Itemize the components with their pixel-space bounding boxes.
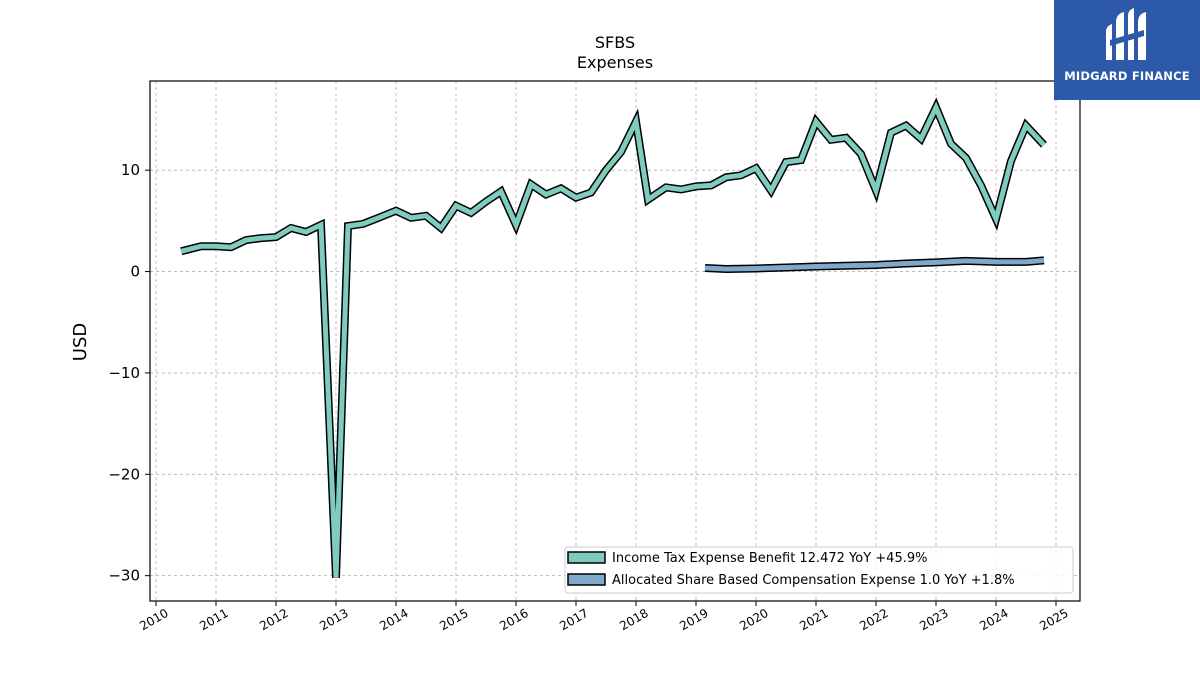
y-tick-label: −30 <box>108 567 140 585</box>
legend-swatch-share-comp <box>567 573 606 586</box>
y-tick-label: 10 <box>121 161 140 179</box>
chart-title: SFBS <box>595 33 635 52</box>
series-outline-0 <box>180 97 1047 578</box>
brand-name: MIDGARD FINANCE <box>1064 69 1190 83</box>
x-tick-label: 2025 <box>1037 606 1070 633</box>
x-tick-label: 2020 <box>737 606 770 633</box>
x-tick-label: 2013 <box>317 606 350 633</box>
x-ticks: 2010 2011 2012 2013 2014 2015 2016 2017 2018 2019… <box>137 601 1071 633</box>
legend-box <box>564 546 1074 594</box>
series-line-1 <box>704 257 1045 272</box>
y-tick-label: −20 <box>108 465 140 483</box>
series-group <box>180 97 1047 578</box>
x-tick-label: 2011 <box>197 606 230 633</box>
y-tick-label: −10 <box>108 364 140 382</box>
legend: Income Tax Expense Benefit 12.472 YoY +4… <box>564 546 1074 594</box>
plot-frame <box>149 80 1081 602</box>
series-line-0 <box>180 101 1046 578</box>
x-tick-label: 2023 <box>917 606 950 633</box>
x-tick-label: 2017 <box>557 606 590 633</box>
x-tick-label: 2014 <box>377 606 410 633</box>
brand-logo-icon <box>1106 8 1146 60</box>
x-tick-label: 2016 <box>497 606 530 633</box>
y-axis-label: USD <box>70 323 91 361</box>
x-tick-label: 2019 <box>677 606 710 633</box>
legend-label-income-tax: Income Tax Expense Benefit 12.472 YoY +4… <box>612 551 927 566</box>
x-tick-label: 2010 <box>137 606 170 633</box>
legend-label-share-comp: Allocated Share Based Compensation Expen… <box>612 573 1015 588</box>
y-ticks: −30 −20 −10 0 10 <box>108 161 150 585</box>
y-tick-label: 0 <box>130 263 140 281</box>
legend-swatch-income-tax <box>567 551 606 564</box>
x-tick-label: 2022 <box>857 606 890 633</box>
x-tick-label: 2015 <box>437 606 470 633</box>
brand-logo: MIDGARD FINANCE <box>1054 0 1200 100</box>
x-tick-label: 2018 <box>617 606 650 633</box>
x-tick-label: 2021 <box>797 606 830 633</box>
x-tick-label: 2024 <box>977 606 1010 633</box>
chart-subtitle: Expenses <box>577 53 653 72</box>
x-tick-label: 2012 <box>257 606 290 633</box>
